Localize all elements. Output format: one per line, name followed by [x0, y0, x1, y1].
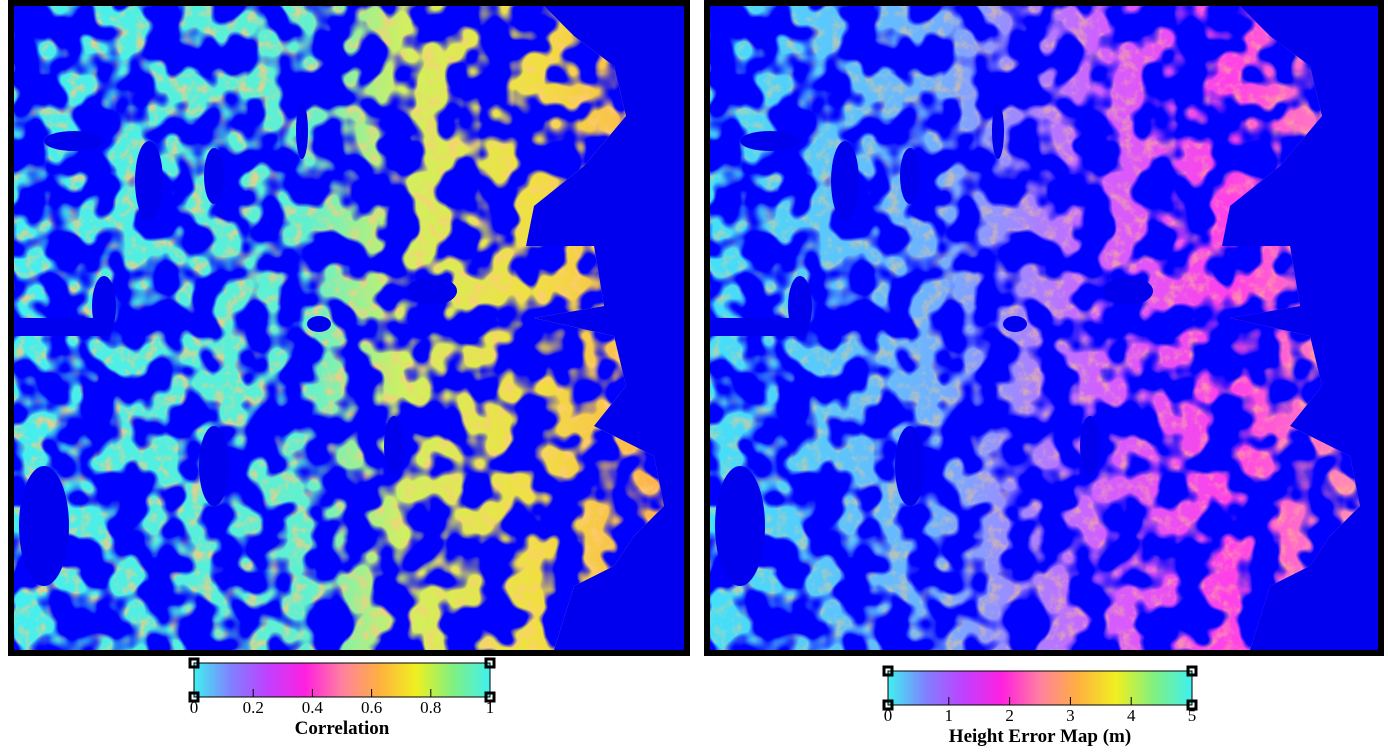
tick-label: 0.6: [361, 698, 382, 717]
tick-label: 0.8: [420, 698, 441, 717]
tick-label: 0.2: [243, 698, 264, 717]
tick-label: 0.4: [302, 698, 324, 717]
map-panel: [11, 3, 687, 653]
figure: 0 0.2 0.4 0.6 0.8 1 Correlation 0 1 2 3 4 5 Height Er…: [0, 0, 1388, 750]
tick-label: 5: [1188, 706, 1197, 725]
tick-label: 1: [486, 698, 495, 717]
colorbar-label: Correlation: [295, 718, 390, 739]
tick-label: 0: [190, 698, 199, 717]
colorbar-label: Height Error Map (m): [949, 726, 1131, 747]
tick-label: 1: [945, 706, 954, 725]
tick-label: 3: [1066, 706, 1075, 725]
colorbar-bar: [194, 663, 490, 697]
tick-label: 0: [884, 706, 893, 725]
map-panel: [707, 3, 1381, 653]
colorbar-bar: [888, 671, 1192, 705]
tick-label: 2: [1005, 706, 1014, 725]
tick-label: 4: [1127, 706, 1136, 725]
colorbar: 0 0.2 0.4 0.6 0.8 1 Correlation: [190, 659, 495, 739]
colorbar: 0 1 2 3 4 5 Height Error Map (m): [884, 667, 1197, 747]
